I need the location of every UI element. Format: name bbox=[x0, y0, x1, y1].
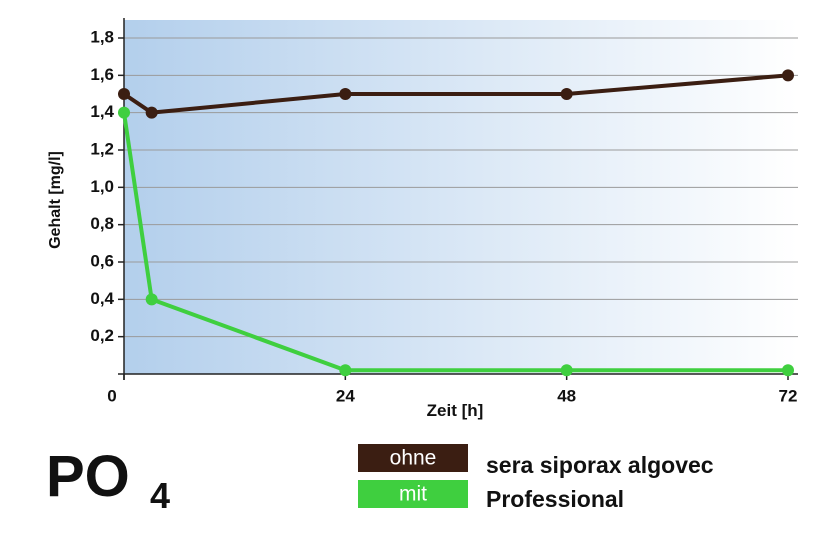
y-tick-label: 1,6 bbox=[90, 65, 114, 84]
data-point bbox=[145, 106, 158, 119]
data-point bbox=[782, 69, 794, 82]
y-tick-label: 0,8 bbox=[90, 214, 114, 233]
legend-label: mit bbox=[399, 483, 427, 506]
y-tick-label: 0,4 bbox=[90, 289, 114, 308]
y-tick-label: 1,2 bbox=[90, 139, 114, 158]
x-tick-label: 0 bbox=[107, 386, 116, 405]
legend-note: Professional bbox=[486, 486, 624, 512]
y-tick-label: 1,8 bbox=[90, 27, 114, 46]
y-tick-label: 0,2 bbox=[90, 326, 114, 345]
x-tick-label: 24 bbox=[336, 386, 355, 405]
chart-title-subscript: 4 bbox=[150, 475, 170, 516]
x-tick-label: 48 bbox=[557, 386, 576, 405]
legend-swatch bbox=[358, 480, 468, 508]
data-point bbox=[339, 88, 352, 100]
data-point bbox=[560, 88, 573, 100]
y-tick-label: 1,0 bbox=[90, 177, 114, 196]
legend-note: sera siporax algovec bbox=[486, 452, 714, 478]
data-point bbox=[118, 88, 130, 100]
plot-background bbox=[124, 20, 798, 374]
y-tick-label: 0,6 bbox=[90, 251, 114, 270]
data-point bbox=[339, 364, 352, 377]
x-tick-label: 72 bbox=[779, 386, 798, 405]
legend-swatch bbox=[358, 444, 468, 472]
x-axis-label: Zeit [h] bbox=[427, 401, 484, 420]
data-point bbox=[118, 106, 130, 119]
legend-label: ohne bbox=[390, 447, 437, 470]
y-tick-label: 1,4 bbox=[90, 102, 114, 121]
data-point bbox=[145, 293, 158, 306]
data-point bbox=[560, 364, 573, 377]
y-axis-label: Gehalt [mg/l] bbox=[47, 151, 64, 249]
data-point bbox=[782, 364, 794, 377]
chart-title: PO bbox=[46, 444, 130, 509]
